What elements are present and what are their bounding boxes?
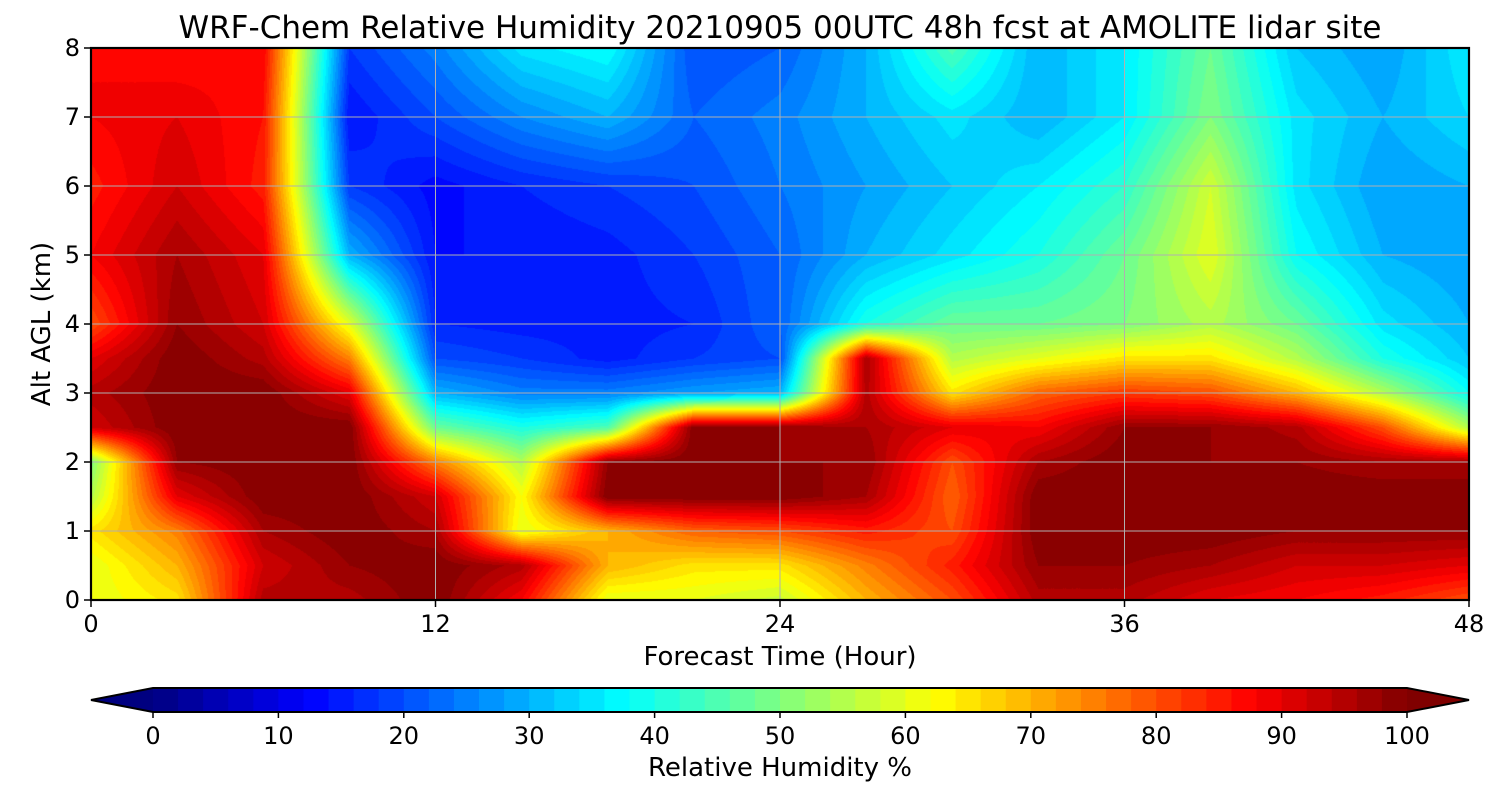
colorbar-segment xyxy=(604,688,631,712)
colorbar-tick-label: 80 xyxy=(1141,722,1172,750)
colorbar-segment xyxy=(1381,688,1408,712)
colorbar-segment xyxy=(504,688,530,712)
y-tick-label: 4 xyxy=(65,310,80,338)
colorbar-segment xyxy=(855,688,881,712)
colorbar-segment xyxy=(754,688,781,712)
colorbar-tick-label: 100 xyxy=(1384,722,1430,750)
colorbar-segment xyxy=(1206,688,1233,712)
y-tick-label: 1 xyxy=(65,517,80,545)
colorbar-segment xyxy=(1181,688,1207,712)
colorbar-tick-label: 70 xyxy=(1016,722,1047,750)
y-tick-label: 6 xyxy=(65,172,80,200)
colorbar xyxy=(90,687,1470,713)
colorbar-segment xyxy=(579,688,606,712)
y-tick-label: 5 xyxy=(65,241,80,269)
x-tick-label: 24 xyxy=(765,610,796,638)
colorbar-segment xyxy=(278,688,305,712)
colorbar-segment xyxy=(1356,688,1383,712)
colorbar-segment xyxy=(1256,688,1283,712)
colorbar-segment xyxy=(1005,688,1032,712)
colorbar-segment xyxy=(1131,688,1157,712)
colorbar-tick-label: 10 xyxy=(263,722,294,750)
colorbar-segment xyxy=(1080,688,1107,712)
colorbar-segment xyxy=(479,688,505,712)
colorbar-segment xyxy=(529,688,555,712)
colorbar-segment xyxy=(203,688,229,712)
colorbar-segment xyxy=(1331,688,1358,712)
colorbar-segment xyxy=(980,688,1007,712)
colorbar-tick-label: 20 xyxy=(389,722,420,750)
x-tick-label: 36 xyxy=(1109,610,1140,638)
colorbar-tick-label: 60 xyxy=(890,722,921,750)
colorbar-segment xyxy=(1231,688,1258,712)
colorbar-segment xyxy=(880,688,906,712)
colorbar-segment xyxy=(629,688,656,712)
colorbar-segment xyxy=(328,688,355,712)
x-tick-label: 12 xyxy=(420,610,451,638)
chart-title: WRF-Chem Relative Humidity 20210905 00UT… xyxy=(178,10,1381,46)
colorbar-segment xyxy=(178,688,204,712)
colorbar-segment xyxy=(378,688,405,712)
y-tick-label: 3 xyxy=(65,379,80,407)
y-tick-label: 7 xyxy=(65,103,80,131)
y-tick-label: 8 xyxy=(65,34,80,62)
colorbar-segment xyxy=(830,688,856,712)
colorbar-extend-low xyxy=(91,688,153,712)
colorbar-segment xyxy=(930,688,957,712)
y-tick-label: 2 xyxy=(65,448,80,476)
colorbar-segment xyxy=(905,688,932,712)
y-axis: 0 1 2 3 4 5 6 7 8 xyxy=(65,34,91,614)
colorbar-tick-label: 30 xyxy=(514,722,545,750)
colorbar-segment xyxy=(1281,688,1308,712)
colorbar-segment xyxy=(1055,688,1082,712)
colorbar-segment xyxy=(228,688,254,712)
colorbar-tick-label: 40 xyxy=(639,722,670,750)
colorbar-segment xyxy=(1030,688,1057,712)
x-tick-label: 0 xyxy=(83,610,98,638)
colorbar-tick-label: 0 xyxy=(145,722,160,750)
colorbar-label: Relative Humidity % xyxy=(648,753,912,783)
colorbar-segment xyxy=(403,688,430,712)
y-tick-label: 0 xyxy=(65,586,80,614)
colorbar-tick-label: 90 xyxy=(1266,722,1297,750)
colorbar-segment xyxy=(153,688,179,712)
x-axis-label: Forecast Time (Hour) xyxy=(643,642,916,672)
x-axis: 0 12 24 36 48 xyxy=(83,600,1484,638)
colorbar-segment xyxy=(1156,688,1182,712)
colorbar-segment xyxy=(253,688,279,712)
colorbar-segment xyxy=(453,688,480,712)
colorbar-segment xyxy=(955,688,982,712)
colorbar-segment xyxy=(428,688,455,712)
colorbar-segment xyxy=(654,688,681,712)
x-tick-label: 48 xyxy=(1454,610,1485,638)
colorbar-segment xyxy=(1306,688,1333,712)
colorbar-segment xyxy=(554,688,580,712)
colorbar-segment xyxy=(679,688,706,712)
colorbar-tick-label: 50 xyxy=(765,722,796,750)
colorbar-segment xyxy=(780,688,806,712)
colorbar-segment xyxy=(805,688,831,712)
colorbar-segment xyxy=(704,688,731,712)
colorbar-segment xyxy=(1106,688,1132,712)
colorbar-segment xyxy=(729,688,756,712)
colorbar-segment xyxy=(303,688,330,712)
colorbar-ticks: 0 10 20 30 40 50 60 70 80 90 100 xyxy=(145,712,1430,750)
colorbar-extend-high xyxy=(1407,688,1469,712)
colorbar-segment xyxy=(353,688,380,712)
y-axis-label: Alt AGL (km) xyxy=(27,242,57,406)
